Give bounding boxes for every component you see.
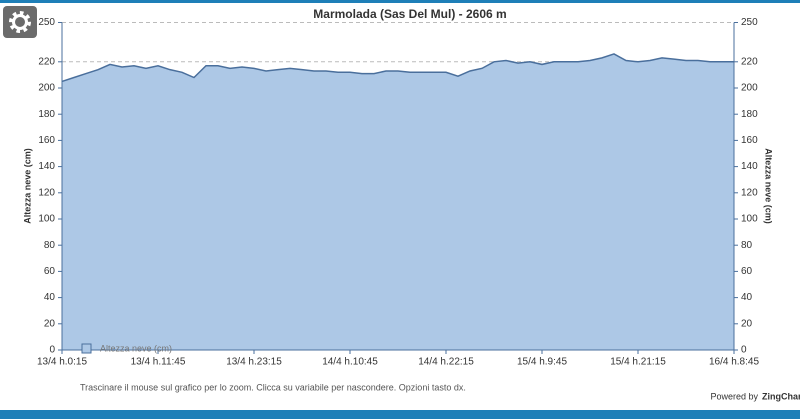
y-tick-label: 140 xyxy=(38,161,55,172)
legend-item[interactable]: Altezza neve (cm) xyxy=(81,343,172,354)
x-tick-label: 15/4 h.21:15 xyxy=(610,357,666,368)
line xyxy=(61,53,734,83)
y2-tick-label: 180 xyxy=(741,109,758,120)
y-tick-label: 0 xyxy=(49,345,55,356)
x-tick-label: 13/4 h.23:15 xyxy=(226,357,282,368)
y-tick-label: 40 xyxy=(44,292,56,303)
y2-tick-label: 40 xyxy=(741,292,753,303)
plot xyxy=(61,22,734,351)
y2-tick-label: 0 xyxy=(741,345,747,356)
y2-tick-label: 100 xyxy=(741,214,758,225)
x-tick-label: 13/4 h.11:45 xyxy=(131,357,186,368)
bottom-bar xyxy=(0,410,800,419)
x-tick-label: 14/4 h.22:15 xyxy=(418,357,474,368)
y-tick-label: 250 xyxy=(38,17,55,28)
y-tick-label: 180 xyxy=(38,109,55,120)
y2-tick-label: 250 xyxy=(741,17,758,28)
y2-tick-label: 140 xyxy=(741,161,758,172)
credit-brand[interactable]: ZingChart xyxy=(762,391,800,401)
x-tick-label: 16/4 h.8:45 xyxy=(709,357,759,368)
x-tick-label: 13/4 h.0:15 xyxy=(37,357,87,368)
chart-title: Marmolada (Sas Del Mul) - 2606 m xyxy=(313,7,506,21)
area xyxy=(62,53,734,350)
y2-tick-label: 60 xyxy=(741,266,753,277)
y-tick-label: 20 xyxy=(44,318,56,329)
y-tick-label: 160 xyxy=(38,135,55,146)
y2-tick-label: 160 xyxy=(741,135,758,146)
y2-tick-label: 200 xyxy=(741,83,758,94)
y2-tick-label: 120 xyxy=(741,187,758,198)
x-tick-label: 15/4 h.9:45 xyxy=(517,357,567,368)
y-tick-label: 60 xyxy=(44,266,56,277)
legend-swatch xyxy=(81,343,92,354)
top-bar xyxy=(0,0,800,3)
y-axis-title: Altezza neve (cm) xyxy=(22,148,32,224)
credit-prefix: Powered by xyxy=(710,391,758,401)
y-tick-label: 100 xyxy=(38,214,55,225)
settings-button[interactable] xyxy=(3,6,37,38)
y-tick-label: 220 xyxy=(38,56,55,67)
legend-label: Altezza neve (cm) xyxy=(100,343,172,353)
y2-tick-label: 80 xyxy=(741,240,753,251)
y2-tick-label: 20 xyxy=(741,318,753,329)
y2-tick-label: 220 xyxy=(741,56,758,67)
y2-axis-title: Altezza neve (cm) xyxy=(764,148,774,224)
y-tick-label: 120 xyxy=(38,187,55,198)
x-tick-label: 14/4 h.10:45 xyxy=(322,357,378,368)
footer-hint: Trascinare il mouse sul grafico per lo z… xyxy=(80,382,466,392)
y-tick-label: 80 xyxy=(44,240,56,251)
y-tick-label: 200 xyxy=(38,83,55,94)
